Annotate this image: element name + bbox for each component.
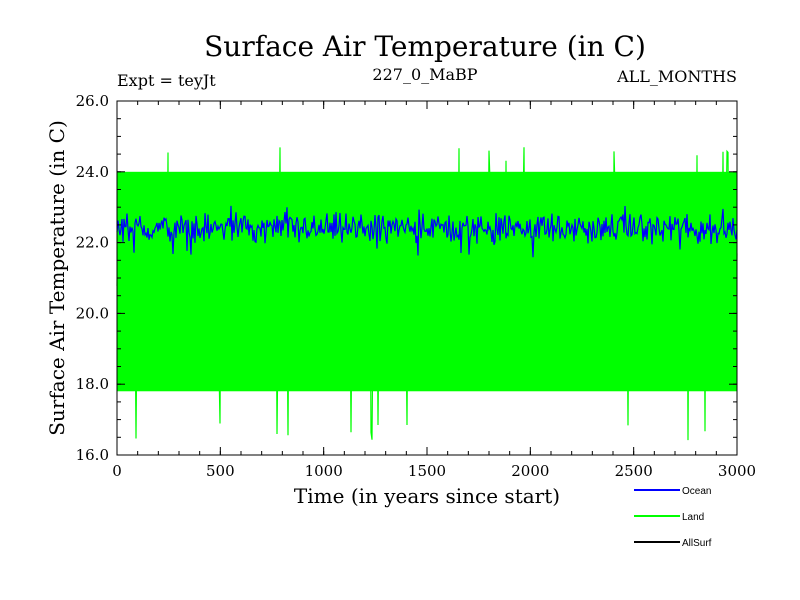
x-tick-label: 500: [206, 462, 235, 480]
y-tick-label: 24.0: [76, 163, 109, 181]
legend-item-allsurf: AllSurf: [634, 538, 712, 549]
series-band-land: [117, 171, 737, 392]
x-tick-label: 2500: [615, 462, 653, 480]
x-tick-label: 3000: [718, 462, 756, 480]
legend-item-ocean: Ocean: [634, 486, 711, 497]
y-tick-label: 22.0: [76, 234, 109, 252]
series-ocean: [116, 205, 738, 258]
legend-label: Land: [682, 512, 704, 523]
x-tick-label: 1500: [408, 462, 446, 480]
x-axis-label: Time (in years since start): [294, 484, 560, 508]
legend-label: Ocean: [682, 486, 711, 497]
x-tick-label: 0: [112, 462, 122, 480]
y-axis-label: Surface Air Temperature (in C): [45, 120, 69, 436]
x-tick-label: 2000: [511, 462, 549, 480]
y-tick-label: 16.0: [76, 446, 109, 464]
legend: Ocean Land AllSurf: [634, 486, 712, 549]
legend-item-land: Land: [634, 512, 704, 523]
period-label: 227_0_MaBP: [372, 65, 477, 84]
experiment-label: Expt = teyJt: [117, 71, 216, 90]
y-tick-label: 26.0: [76, 92, 109, 110]
x-tick-label: 1000: [305, 462, 343, 480]
series-land: [116, 147, 738, 441]
y-tick-label: 20.0: [76, 304, 109, 322]
tick-layer: 0 500 1000 1500 2000 2500 3000 16.0 18.0 20.0 22.0…: [76, 92, 757, 480]
series-line-ocean: [116, 205, 738, 258]
series-layer: [116, 147, 738, 441]
legend-label: AllSurf: [682, 538, 712, 549]
chart-title: Surface Air Temperature (in C): [204, 30, 646, 63]
months-label: ALL_MONTHS: [616, 67, 737, 86]
y-tick-label: 18.0: [76, 375, 109, 393]
